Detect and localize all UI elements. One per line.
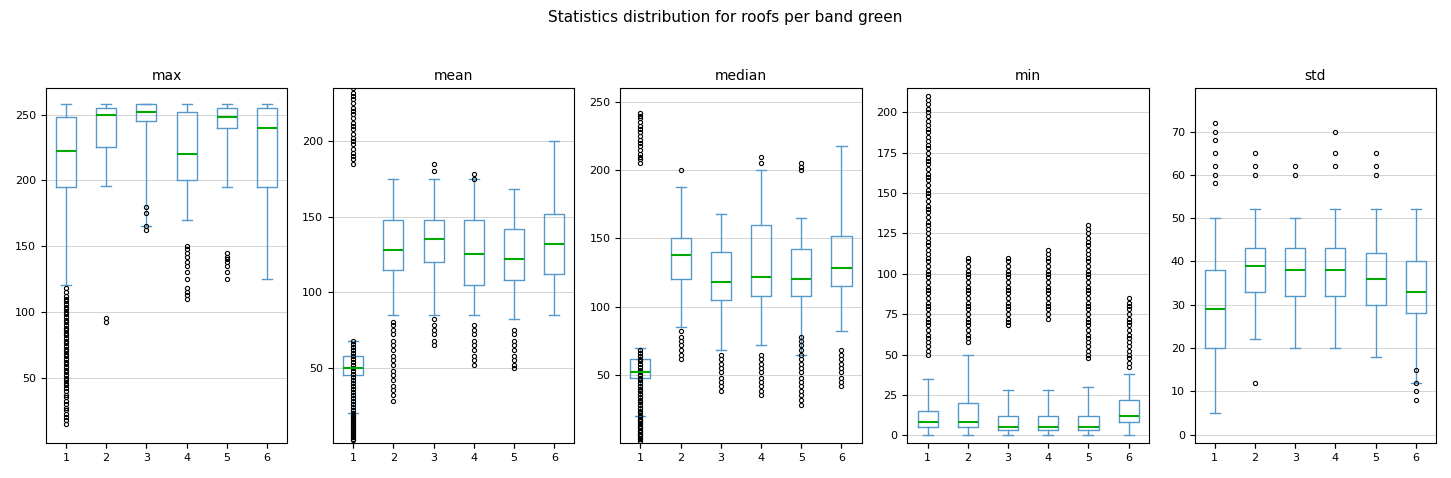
Title: min: min [1016,69,1042,83]
Title: median: median [715,69,768,83]
Title: mean: mean [434,69,473,83]
Text: Statistics distribution for roofs per band green: Statistics distribution for roofs per ba… [548,10,903,24]
Title: max: max [151,69,181,83]
Title: std: std [1304,69,1326,83]
